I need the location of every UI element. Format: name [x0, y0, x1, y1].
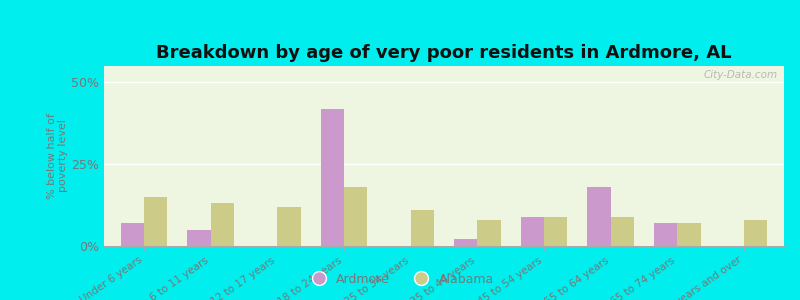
Bar — [187, 230, 210, 246]
Legend: Ardmore, Alabama: Ardmore, Alabama — [301, 268, 499, 291]
Bar — [610, 217, 634, 246]
Y-axis label: % below half of
poverty level: % below half of poverty level — [46, 113, 68, 199]
Bar — [521, 217, 544, 246]
Bar — [144, 197, 167, 246]
Bar — [744, 220, 767, 246]
Bar — [278, 207, 301, 246]
Bar — [478, 220, 501, 246]
Bar — [410, 210, 434, 246]
Title: Breakdown by age of very poor residents in Ardmore, AL: Breakdown by age of very poor residents … — [156, 44, 732, 62]
Bar — [587, 187, 610, 246]
Bar — [344, 187, 367, 246]
Bar — [121, 223, 144, 246]
Bar — [678, 223, 701, 246]
Bar — [654, 223, 678, 246]
Bar — [544, 217, 567, 246]
Text: City-Data.com: City-Data.com — [703, 70, 778, 80]
Bar — [210, 203, 234, 246]
Bar — [454, 239, 478, 246]
Bar — [321, 109, 344, 246]
